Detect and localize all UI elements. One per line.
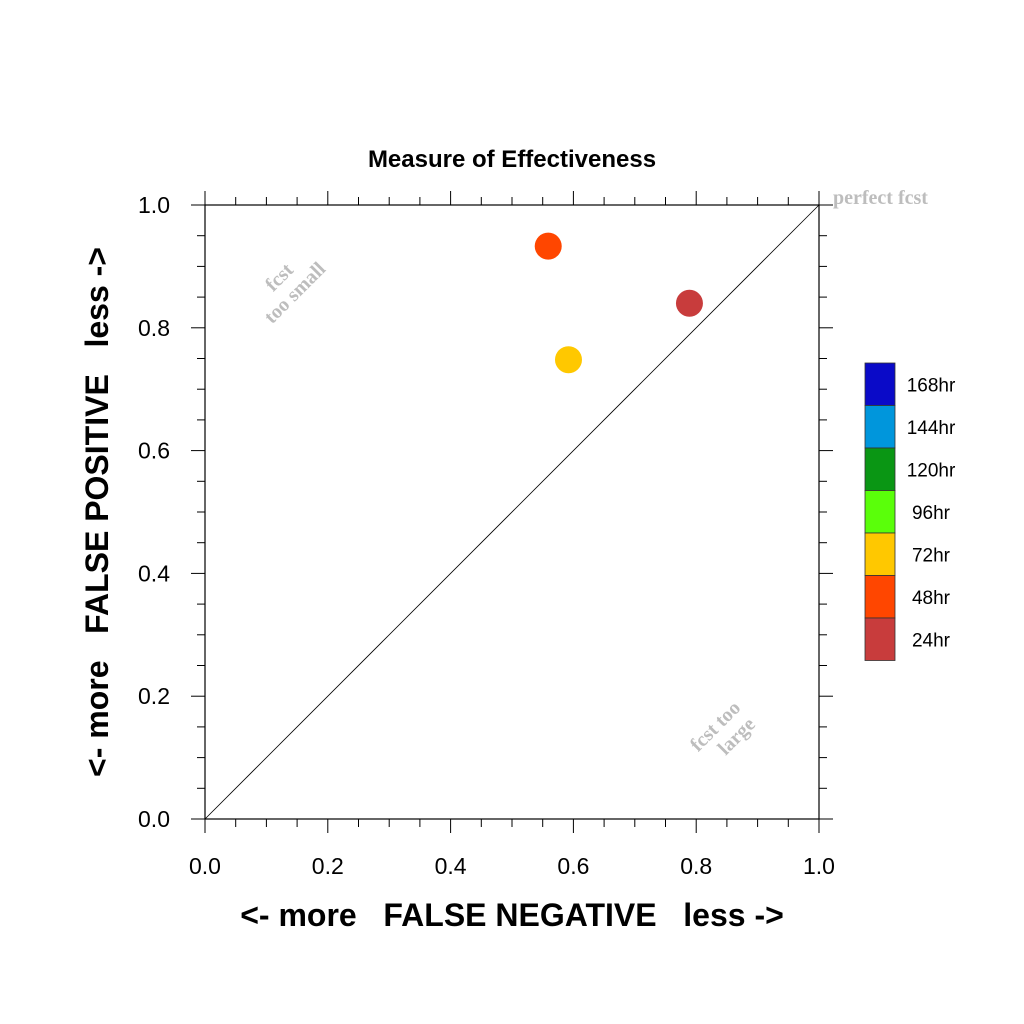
chart-title: Measure of Effectiveness xyxy=(368,146,656,173)
plot-frame xyxy=(204,204,820,820)
legend-swatch-168hr xyxy=(864,362,896,406)
x-axis-label: <- more FALSE NEGATIVE less -> xyxy=(240,897,784,933)
point-24hr xyxy=(675,289,703,317)
legend-label-72hr: 72hr xyxy=(912,545,951,566)
y-tick-label: 0.8 xyxy=(138,315,170,341)
x-tick-label: 1.0 xyxy=(803,853,835,879)
point-48hr xyxy=(534,232,562,260)
legend-label-96hr: 96hr xyxy=(912,503,951,524)
y-tick-labels: 0.0 0.2 0.4 0.6 0.8 1.0 xyxy=(138,192,170,832)
y-tick-label: 0.2 xyxy=(138,683,170,709)
tick-marks xyxy=(191,191,833,833)
too-small-annotation: fcst too small xyxy=(260,258,330,328)
y-tick-label: 0.0 xyxy=(138,806,170,832)
legend-label-120hr: 120hr xyxy=(907,460,956,481)
legend-swatch-96hr xyxy=(864,490,896,534)
x-tick-labels: 0.0 0.2 0.4 0.6 0.8 1.0 xyxy=(189,853,835,879)
too-small-line2: too small xyxy=(260,258,330,328)
y-tick-label: 0.6 xyxy=(138,438,170,464)
x-tick-label: 0.6 xyxy=(557,853,589,879)
legend-label-168hr: 168hr xyxy=(907,375,956,396)
legend-swatch-120hr xyxy=(864,447,896,491)
legend-swatch-72hr xyxy=(864,532,896,576)
x-tick-label: 0.8 xyxy=(680,853,712,879)
perfect-fcst-annotation: perfect fcst xyxy=(833,187,928,209)
y-axis-label: <- more FALSE POSITIVE less -> xyxy=(79,247,115,777)
legend-swatch-24hr xyxy=(864,617,896,661)
x-tick-label: 0.2 xyxy=(312,853,344,879)
legend-swatch-144hr xyxy=(864,405,896,449)
legend-swatch-48hr xyxy=(864,575,896,619)
perfect-forecast-diagonal xyxy=(204,204,820,820)
point-72hr xyxy=(554,346,582,374)
data-points xyxy=(534,232,703,374)
legend: 168hr 144hr 120hr 96hr 72hr 48hr 24hr xyxy=(864,362,956,661)
too-large-annotation: fcst too large xyxy=(686,697,760,760)
legend-label-144hr: 144hr xyxy=(907,418,956,439)
x-tick-label: 0.4 xyxy=(435,853,467,879)
legend-label-48hr: 48hr xyxy=(912,588,951,609)
legend-label-24hr: 24hr xyxy=(912,630,951,651)
y-tick-label: 0.4 xyxy=(138,560,170,586)
x-tick-label: 0.0 xyxy=(189,853,221,879)
y-tick-label: 1.0 xyxy=(138,192,170,218)
